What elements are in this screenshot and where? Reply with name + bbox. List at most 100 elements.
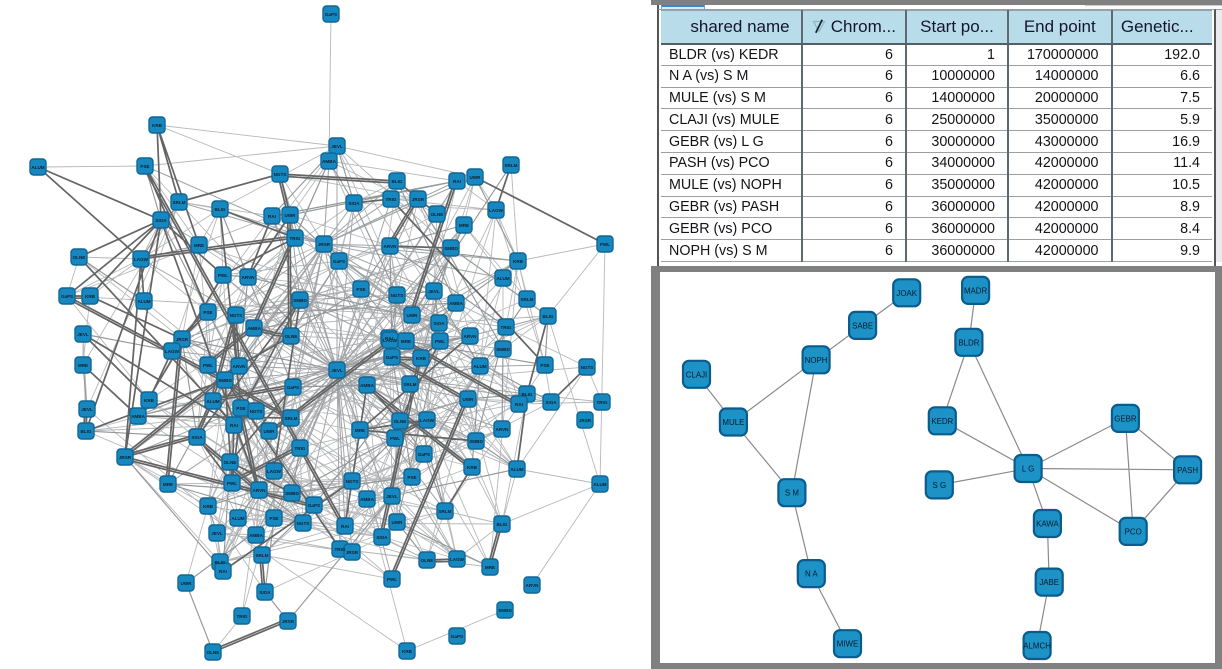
svg-text:OLNE: OLNE [394,419,407,424]
svg-text:JRSR: JRSR [412,197,425,202]
svg-text:ALUM: ALUM [593,482,606,487]
svg-text:SRLM: SRLM [403,382,416,387]
svg-text:GaPS: GaPS [61,294,73,299]
svg-text:ALUM: ALUM [31,165,44,170]
svg-text:SIOA: SIOA [191,435,203,440]
svg-text:L G: L G [1022,465,1034,474]
svg-text:BLIG: BLIG [497,522,508,527]
svg-text:ARVN: ARVN [242,275,256,280]
svg-text:SMBD: SMBD [469,439,483,444]
svg-text:GaPS: GaPS [418,452,430,457]
svg-text:N A: N A [805,570,818,579]
svg-text:BLIG: BLIG [392,179,403,184]
svg-text:LAGW: LAGW [267,469,282,474]
svg-text:SRLM: SRLM [172,200,185,205]
svg-text:NGTS: NGTS [274,172,287,177]
svg-text:PSE: PSE [407,475,416,480]
svg-text:AMBA: AMBA [247,326,261,331]
svg-text:SMBD: SMBD [218,378,232,383]
svg-text:UWR: UWR [264,429,276,434]
svg-text:MRE: MRE [355,428,365,433]
svg-text:TRIG: TRIG [386,197,397,202]
svg-text:BLIG: BLIG [215,560,226,565]
svg-text:KAWA: KAWA [1036,520,1059,529]
svg-text:ALUM: ALUM [137,299,150,304]
svg-text:PWL: PWL [435,339,445,344]
svg-text:BLIG: BLIG [215,207,226,212]
svg-text:JEVL: JEVL [331,368,343,373]
svg-text:NOPH: NOPH [805,356,828,365]
svg-text:NGTS: NGTS [346,479,359,484]
svg-text:RAI: RAI [515,402,523,407]
svg-text:RAI: RAI [268,214,276,219]
svg-text:MRE: MRE [401,339,411,344]
svg-text:ALUM: ALUM [206,399,219,404]
svg-text:JEVL: JEVL [428,289,440,294]
svg-text:SIOA: SIOA [376,535,388,540]
svg-text:PASH: PASH [1177,466,1198,475]
svg-text:RAI: RAI [219,569,227,574]
svg-text:JEVL: JEVL [77,332,89,337]
svg-text:LAGW: LAGW [489,208,504,213]
svg-text:S G: S G [933,481,947,490]
svg-text:NGTS: NGTS [230,313,243,318]
svg-text:JRSR: JRSR [176,337,189,342]
svg-text:JRSR: JRSR [579,418,592,423]
svg-text:UWR: UWR [463,397,475,402]
svg-text:LAGW: LAGW [420,418,435,423]
svg-text:NGTS: NGTS [297,521,310,526]
svg-text:MRE: MRE [163,482,173,487]
svg-text:TRIG: TRIG [597,400,608,405]
svg-text:LAGW: LAGW [165,349,180,354]
svg-text:MADR: MADR [964,286,988,295]
svg-text:SABE: SABE [852,321,873,330]
svg-text:RAI: RAI [230,423,238,428]
svg-text:NGTS: NGTS [581,365,594,370]
svg-text:AMBA: AMBA [449,301,463,306]
svg-text:AMBA: AMBA [131,414,145,419]
svg-text:SMBD: SMBD [444,246,458,251]
svg-text:SIOA: SIOA [259,590,271,595]
svg-text:SRLM: SRLM [284,416,297,421]
svg-text:KRB: KRB [402,649,413,654]
svg-text:MULE: MULE [722,418,744,427]
svg-text:TRIG: TRIG [295,446,306,451]
svg-text:KRB: KRB [152,123,163,128]
svg-text:TRIG: TRIG [335,547,346,552]
svg-text:PWL: PWL [227,481,237,486]
svg-text:ARVN: ARVN [233,364,247,369]
svg-text:RAI: RAI [385,336,393,341]
svg-text:ALUM: ALUM [496,276,509,281]
svg-text:UWR: UWR [285,213,297,218]
svg-text:KRB: KRB [85,294,96,299]
svg-text:OLNE: OLNE [421,558,434,563]
svg-text:OLNE: OLNE [285,334,298,339]
svg-text:KRB: KRB [513,259,524,264]
svg-text:MIWE: MIWE [837,640,858,649]
svg-text:OLNE: OLNE [431,212,444,217]
svg-text:JEVL: JEVL [331,144,343,149]
svg-text:AMBA: AMBA [249,533,263,538]
svg-text:KRB: KRB [203,504,214,509]
svg-text:MRE: MRE [459,223,469,228]
svg-text:ALUM: ALUM [473,364,486,369]
svg-text:OLNE: OLNE [73,255,86,260]
svg-text:UWR: UWR [392,520,404,525]
svg-text:PCO: PCO [1125,527,1142,536]
svg-text:LAGW: LAGW [383,338,398,343]
svg-text:JOAK: JOAK [896,289,917,298]
svg-text:JEVL: JEVL [211,531,223,536]
svg-text:PWL: PWL [218,273,228,278]
svg-text:JEVL: JEVL [386,494,398,499]
svg-text:PWL: PWL [203,363,213,368]
svg-text:MRE: MRE [485,565,495,570]
svg-text:BLIG: BLIG [543,314,554,319]
svg-text:SMBD: SMBD [285,491,299,496]
svg-text:S M: S M [785,489,799,498]
svg-text:JRSR: JRSR [282,619,295,624]
svg-text:KRB: KRB [467,465,478,470]
svg-text:ARVN: ARVN [496,427,510,432]
svg-text:TRIG: TRIG [501,325,512,330]
svg-text:UWR: UWR [470,175,482,180]
svg-text:MRE: MRE [78,363,88,368]
